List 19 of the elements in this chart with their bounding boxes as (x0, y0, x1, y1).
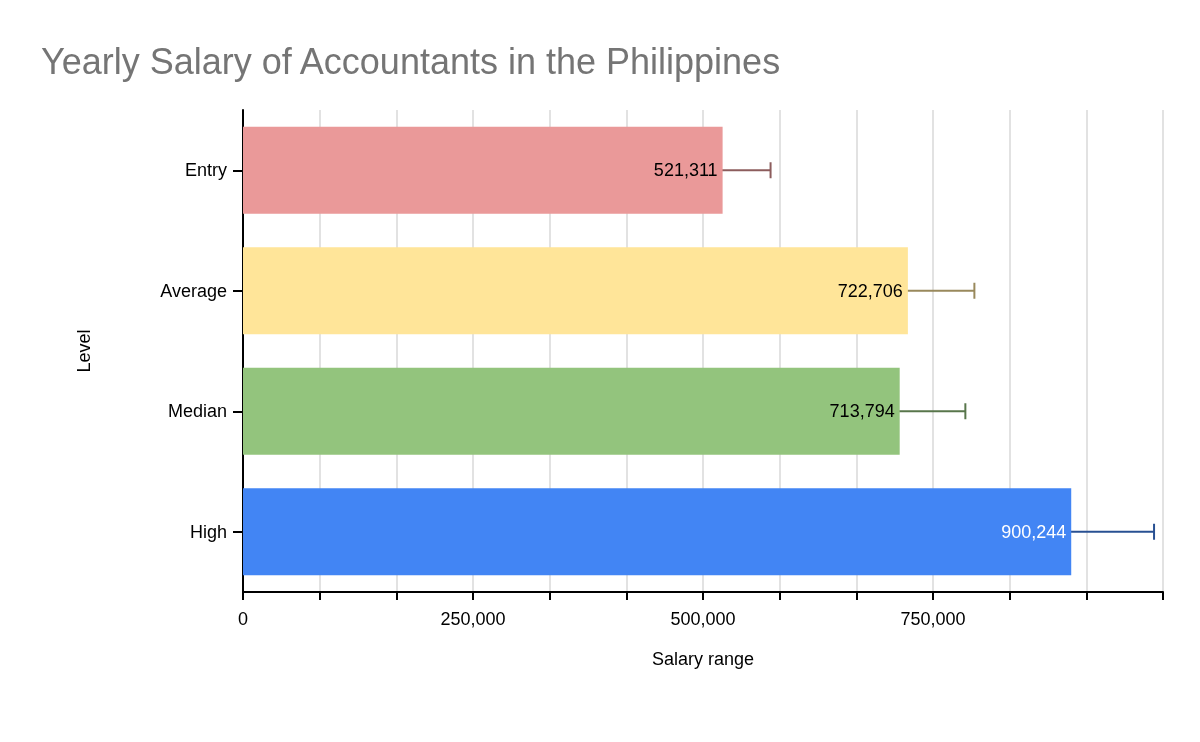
y-axis-title: Level (74, 329, 94, 373)
x-tick-label: 0 (237, 609, 249, 629)
data-label: 521,311 (653, 160, 718, 181)
y-tick-label: Entry (184, 160, 227, 181)
bar (243, 126, 723, 214)
y-tick-label: Average (160, 280, 227, 301)
x-axis-title: Salary range (651, 649, 755, 669)
y-tick-label: High (189, 521, 227, 542)
x-tick-label: 250,000 (440, 609, 506, 629)
bar (243, 488, 1072, 576)
data-label: 713,794 (829, 401, 895, 422)
chart-title: Yearly Salary of Accountants in the Philippines (41, 40, 781, 82)
x-tick-label: 500,000 (670, 609, 736, 629)
data-label: 900,244 (1001, 521, 1067, 542)
y-tick-label: Median (167, 401, 227, 422)
x-tick-label: 750,000 (900, 609, 966, 629)
bar (243, 247, 908, 335)
bar (243, 367, 900, 455)
data-label: 722,706 (837, 280, 903, 301)
